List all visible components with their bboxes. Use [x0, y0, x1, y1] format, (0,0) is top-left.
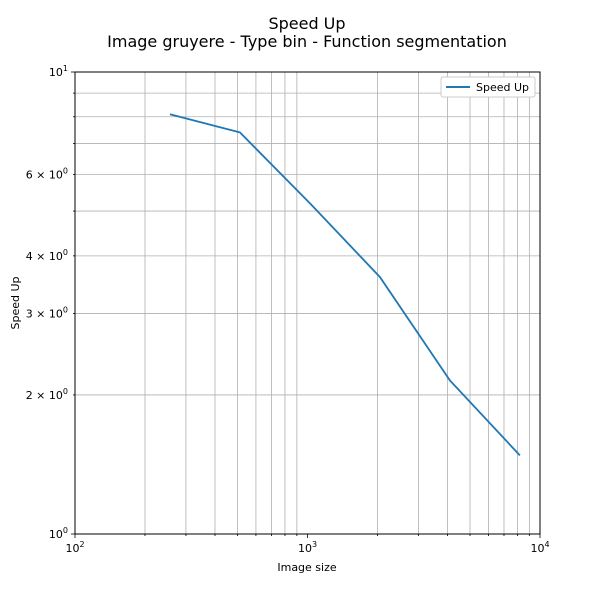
legend-box: [440, 76, 536, 98]
legend: Speed Up: [440, 76, 536, 98]
axis-tick-labels: 102 103 104 100 2 × 100 3 × 100 4 × 100 6 × 100…: [26, 64, 550, 555]
grid-lines: [75, 72, 540, 534]
y-tick-label: 100: [49, 526, 68, 541]
legend-label: Speed Up: [476, 81, 529, 94]
x-tick-label: 103: [298, 540, 317, 555]
y-tick-label: 6 × 100: [26, 166, 68, 181]
chart-title: Speed Up: [268, 14, 345, 33]
y-tick-label: 4 × 100: [26, 248, 68, 263]
x-tick-label: 104: [530, 540, 549, 555]
data-series: [169, 113, 521, 456]
plot-frame: [74, 71, 541, 535]
chart-subtitle: Image gruyere - Type bin - Function segm…: [107, 32, 507, 51]
y-tick-label: 3 × 100: [26, 306, 68, 321]
x-tick-label: 102: [65, 540, 84, 555]
y-axis-label: Speed Up: [9, 276, 22, 329]
y-tick-label: 2 × 100: [26, 387, 68, 402]
series-line-speed-up: [169, 113, 521, 456]
y-tick-label: 101: [49, 64, 68, 79]
x-axis-label: Image size: [277, 561, 337, 574]
